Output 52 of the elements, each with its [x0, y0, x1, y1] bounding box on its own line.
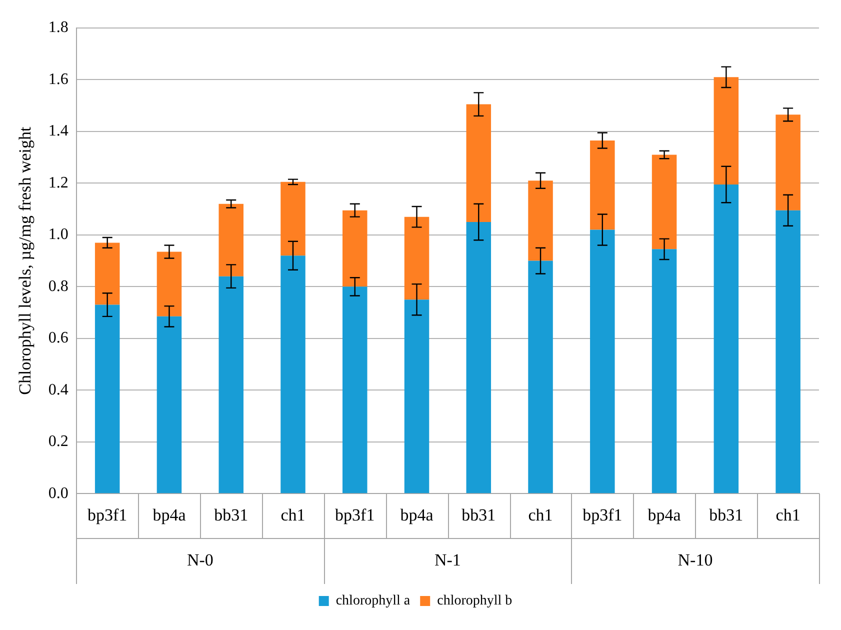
y-tick-label: 0.2	[48, 433, 68, 450]
x-tick-label: bp3f1	[88, 505, 128, 524]
bar	[652, 154, 677, 250]
legend-label: chlorophyll a	[336, 594, 411, 609]
x-tick-label: bb31	[214, 505, 248, 524]
bar	[714, 184, 739, 494]
x-tick-label: ch1	[280, 505, 306, 524]
bar	[342, 286, 368, 494]
bar	[404, 300, 430, 494]
bar	[466, 104, 492, 222]
bar	[280, 256, 306, 494]
x-tick-label: bp4a	[400, 505, 434, 524]
bar	[776, 114, 800, 210]
y-tick-label: 1.4	[48, 122, 68, 140]
bar	[776, 210, 800, 494]
x-tick-label: bp3f1	[335, 505, 375, 524]
y-tick-label: 0.4	[48, 381, 68, 398]
bar	[590, 230, 615, 494]
y-tick-label: 0.6	[48, 330, 68, 347]
bar	[528, 180, 553, 261]
x-tick-label: bb31	[709, 505, 744, 524]
bar	[156, 252, 182, 316]
x-tick-label: bp3f1	[582, 505, 622, 524]
x-tick-label: bb31	[462, 505, 496, 524]
text: N-0	[186, 550, 214, 570]
y-tick-label: 0.8	[48, 278, 68, 295]
bar	[218, 276, 244, 494]
bar	[94, 304, 120, 494]
y-tick-label: 0.0	[48, 484, 68, 502]
y-tick-label: 1.2	[48, 174, 68, 192]
x-tick-label: bp4a	[648, 505, 682, 524]
text: N-10	[678, 550, 713, 570]
bar	[218, 204, 244, 276]
bar	[342, 210, 368, 287]
bar	[156, 316, 182, 494]
x-tick-label: ch1	[528, 505, 553, 524]
legend-label: chlorophyll b	[437, 594, 512, 609]
bar	[714, 77, 739, 184]
bar	[652, 249, 677, 494]
bar	[94, 242, 120, 305]
bar	[590, 140, 615, 230]
x-tick-label: bp4a	[152, 505, 186, 524]
text: N-1	[434, 550, 461, 570]
y-axis-title: Chlorophyll levels, µg/mg fresh weight	[16, 126, 35, 395]
y-tick-label: 1.8	[48, 19, 68, 36]
bar	[280, 182, 306, 256]
y-tick-label: 1.6	[48, 70, 68, 88]
bar	[528, 260, 553, 494]
y-tick-label: 1.0	[48, 226, 68, 244]
x-tick-label: ch1	[776, 505, 800, 524]
bar	[404, 216, 430, 300]
bar	[466, 222, 492, 494]
